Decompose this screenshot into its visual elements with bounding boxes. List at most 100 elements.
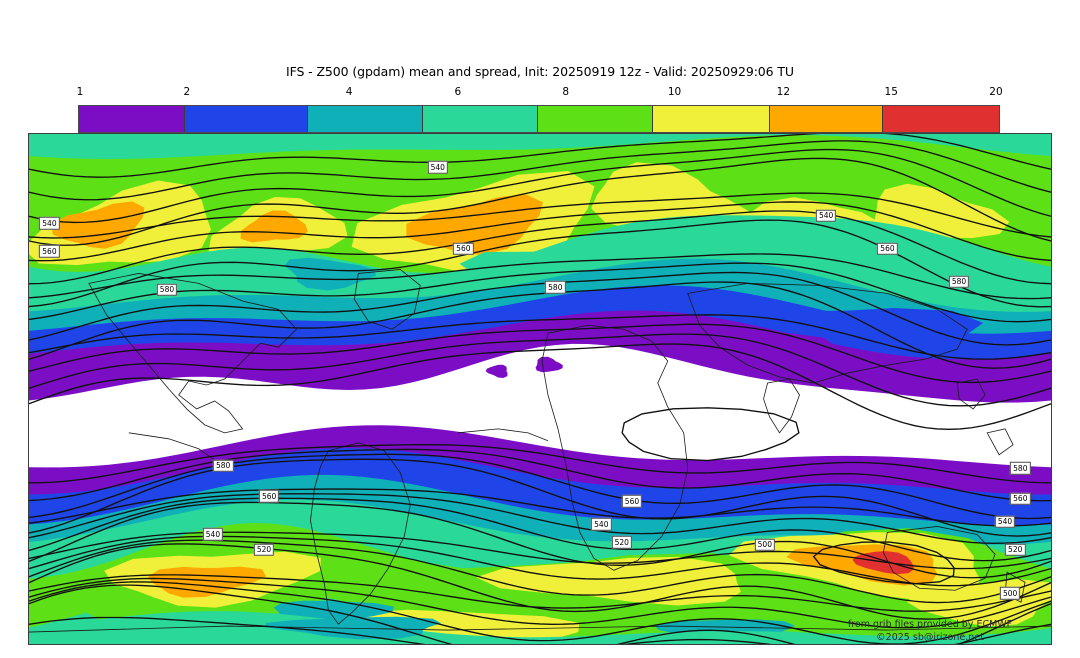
contour-label-580: 580 [156,283,178,296]
contour-line-18 [29,453,1051,520]
contour-label-540: 540 [202,528,224,541]
contour-line-5 [29,201,1051,262]
contour-line-20 [29,488,1051,527]
page-title: IFS - Z500 (gpdam) mean and spread, Init… [286,64,794,79]
contour-line-8 [29,253,1051,300]
contour-line-11 [29,281,1051,369]
colorbar-tick-10: 10 [667,86,682,98]
spread-region-yellow-sindian [476,556,742,606]
map-panel: 540 560 580 540 560 580 540 560 580 580 560 540 520 5… [28,133,1052,645]
contour-line-27 [29,543,1051,620]
contour-line-12 [29,314,1051,360]
colorbar-tick-6: 6 [454,86,462,98]
spread-region-tropics-white [29,343,1051,480]
colorbar-legend: 1 2 4 6 8 10 12 15 20 [76,86,1003,134]
contour-line-23 [29,501,1051,579]
spread-island-purple-1 [766,356,812,379]
credit-source: from grib files provided by ECMWF [847,619,1013,630]
coastline-2 [310,442,411,625]
coastline-4 [687,283,968,384]
colorbar-tick-15: 15 [884,86,898,98]
contour-label-540: 540 [39,217,60,230]
map-canvas [29,134,1051,644]
contour-line-28 [29,574,1051,612]
contour-label-580: 580 [545,280,566,294]
contour-closed-low-2 [812,541,955,585]
spread-island-white-1 [604,379,672,398]
colorbar-tick-1: 1 [76,86,84,98]
contour-line-24 [29,531,1051,570]
colorbar-band-1-2 [79,106,185,132]
contour-line-29 [29,577,1051,629]
contour-label-540: 540 [815,209,837,222]
contour-line-2 [29,148,1051,224]
coastline-9 [986,428,1014,456]
credit-copyright: ©2025 sb@irizone.net [876,632,984,643]
contour-line-0 [29,134,1051,178]
coastline-12 [128,432,219,464]
colorbar-band-12-15 [769,106,884,132]
contour-label-520: 520 [253,543,275,556]
spread-island-purple-2 [812,352,845,371]
contour-line-6 [29,210,1051,285]
colorbar-band-6-8 [423,106,538,132]
contour-line-1 [29,140,1051,201]
colorbar-band-4-6 [308,106,424,132]
colorbar-band-10-12 [652,106,770,132]
contour-line-30 [29,581,1051,644]
coastline-1 [353,269,421,330]
contour-label-560: 560 [621,494,643,508]
contour-line-9 [29,262,1051,323]
contour-label-580: 580 [213,459,234,472]
colorbar-bands [78,105,1000,133]
contour-line-25 [29,535,1051,587]
contour-label-560: 560 [39,245,60,258]
colorbar-tick-2: 2 [183,86,191,98]
contour-label-540: 540 [427,160,448,174]
spread-region-yellow-npacific-e [874,183,1010,241]
contour-label-540: 540 [994,515,1016,528]
coastline-0 [88,273,298,434]
contour-label-520: 520 [1005,543,1026,556]
contour-closed-high-1 [621,407,800,462]
coastline-7 [29,625,1051,633]
colorbar-band-8-10 [537,106,653,132]
contour-label-500: 500 [754,538,775,551]
colorbar-band-15-20 [883,106,1000,132]
contour-line-10 [29,271,1051,346]
contour-line-3 [29,157,1051,246]
coastline-8 [956,378,986,410]
contour-label-580: 580 [1010,461,1031,475]
coastline-11 [458,428,549,442]
contour-label-520: 520 [611,535,632,549]
contour-line-32 [29,616,1051,644]
spread-island-purple-4 [485,364,508,379]
contour-label-560: 560 [258,489,280,503]
colorbar-tick-8: 8 [562,86,570,98]
coastline-3 [541,324,689,571]
contour-line-19 [29,458,1051,537]
contour-line-17 [29,448,1051,502]
contour-line-21 [29,493,1051,544]
mean-contour-layer [29,134,1051,644]
colorbar-tick-labels: 1 2 4 6 8 10 12 15 20 [76,86,1003,104]
spread-region-teal-npacific [284,257,376,291]
colorbar-tick-4: 4 [345,86,353,98]
contour-line-4 [29,192,1051,239]
spread-region-red-max [852,551,914,575]
contour-label-560: 560 [453,242,474,255]
contour-label-500: 500 [999,586,1021,600]
contour-label-560: 560 [877,242,898,255]
contour-line-14 [29,333,1051,407]
contour-line-13 [29,323,1051,384]
contour-label-580: 580 [948,275,970,289]
colorbar-tick-12: 12 [776,86,791,98]
spread-region-orange-natlantic-max [406,194,543,256]
contour-line-26 [29,539,1051,604]
colorbar-band-2-4 [184,106,309,132]
contour-line-16 [29,444,1051,484]
contour-label-560: 560 [1010,492,1031,505]
colorbar-tick-20: 20 [989,86,1003,98]
spread-region-orange-namerica [240,210,308,243]
